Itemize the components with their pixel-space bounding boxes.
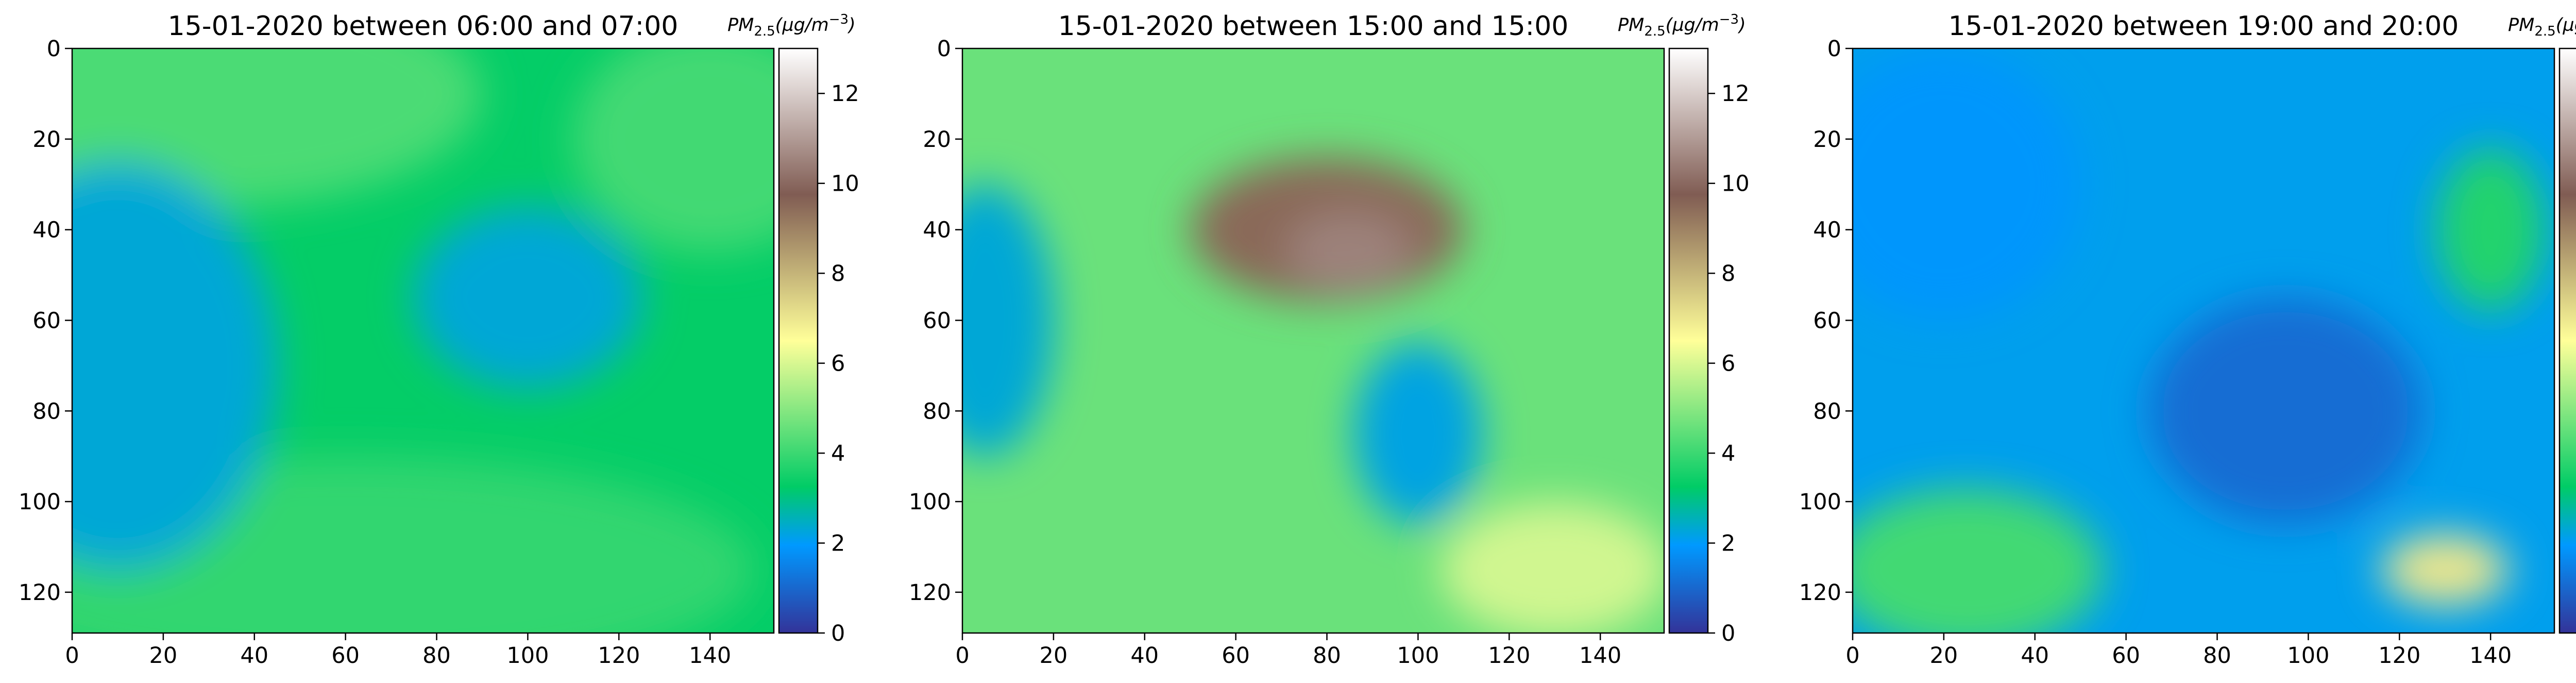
colorbar-label: PM2.5(µg/m−3) <box>2508 12 2576 39</box>
colorbar-tick-label: 10 <box>1721 171 1750 197</box>
x-tick-label: 100 <box>506 643 549 669</box>
y-tick-label: 60 <box>32 308 61 334</box>
colorbar-frame <box>778 47 819 634</box>
colorbar-frame <box>1668 47 1709 634</box>
y-tick-label: 80 <box>923 398 951 424</box>
colorbar <box>779 48 818 633</box>
y-tick-label: 40 <box>1813 218 1841 243</box>
heatmap-region <box>2436 148 2546 311</box>
colorbar <box>1669 48 1708 633</box>
heatmap-region <box>962 184 1054 457</box>
heatmap-region <box>1440 502 1664 633</box>
x-tick-label: 80 <box>422 643 451 669</box>
x-tick-label: 0 <box>955 643 969 669</box>
y-tick-label: 0 <box>47 36 61 62</box>
colorbar-tick-label: 12 <box>1721 81 1750 107</box>
heatmap-region <box>414 207 642 389</box>
x-tick-label: 20 <box>1930 643 1958 669</box>
y-tick-label: 0 <box>1827 36 1841 62</box>
plot-frame <box>71 47 775 634</box>
heatmap-region <box>1285 211 1414 293</box>
x-tick-label: 40 <box>1130 643 1159 669</box>
colorbar-frame <box>2558 47 2576 634</box>
x-tick-label: 100 <box>1397 643 1439 669</box>
heatmap-region <box>1853 48 2081 321</box>
x-tick-label: 20 <box>149 643 178 669</box>
x-tick-label: 0 <box>65 643 79 669</box>
x-tick-label: 60 <box>1222 643 1250 669</box>
x-tick-label: 40 <box>2021 643 2049 669</box>
y-tick-label: 100 <box>909 489 951 515</box>
y-tick-label: 40 <box>32 218 61 243</box>
heatmap-region <box>1853 488 2104 633</box>
x-tick-label: 0 <box>1845 643 1859 669</box>
y-tick-label: 80 <box>32 398 61 424</box>
x-tick-label: 80 <box>1313 643 1341 669</box>
y-tick-label: 40 <box>923 218 951 243</box>
x-tick-label: 100 <box>2287 643 2329 669</box>
heatmap-region <box>573 48 774 253</box>
y-tick-label: 120 <box>1799 580 1841 606</box>
colorbar-tick-label: 8 <box>1721 261 1735 287</box>
x-tick-label: 140 <box>2469 643 2512 669</box>
chart-title: 15-01-2020 between 15:00 and 15:00 <box>1058 11 1569 42</box>
y-tick-label: 100 <box>1799 489 1841 515</box>
colorbar-tick-label: 2 <box>1721 531 1735 557</box>
x-tick-label: 20 <box>1040 643 1068 669</box>
heatmap-region <box>1354 343 1482 525</box>
x-tick-label: 120 <box>598 643 640 669</box>
colorbar-tick-label: 4 <box>1721 441 1735 467</box>
y-tick-label: 20 <box>1813 127 1841 153</box>
x-tick-label: 40 <box>240 643 268 669</box>
colorbar-label: PM2.5(µg/m−3) <box>1618 12 1746 39</box>
plot-frame <box>961 47 1665 634</box>
heatmap-region <box>2148 297 2422 525</box>
colorbar-label: PM2.5(µg/m−3) <box>727 12 856 39</box>
y-tick-label: 0 <box>937 36 951 62</box>
heatmap-region <box>72 48 482 207</box>
x-tick-label: 140 <box>689 643 731 669</box>
x-tick-label: 80 <box>2203 643 2231 669</box>
colorbar-tick-label: 6 <box>831 351 845 377</box>
colorbar <box>2560 48 2576 633</box>
colorbar-tick-label: 6 <box>1721 351 1735 377</box>
plot-frame <box>1852 47 2555 634</box>
colorbar-tick-label: 0 <box>1721 621 1735 646</box>
colorbar-tick-label: 10 <box>831 171 859 197</box>
x-tick-label: 140 <box>1579 643 1621 669</box>
y-tick-label: 60 <box>1813 308 1841 334</box>
y-tick-label: 20 <box>32 127 61 153</box>
heatmap-region <box>2381 533 2509 606</box>
heatmap-region <box>72 161 277 570</box>
colorbar-tick-label: 2 <box>831 531 845 557</box>
chart-title: 15-01-2020 between 19:00 and 20:00 <box>1948 11 2459 42</box>
x-tick-label: 120 <box>1488 643 1530 669</box>
x-tick-label: 120 <box>2378 643 2420 669</box>
colorbar-tick-label: 4 <box>831 441 845 467</box>
x-tick-label: 60 <box>331 643 360 669</box>
heatmap-region <box>72 456 756 633</box>
y-tick-label: 120 <box>909 580 951 606</box>
colorbar-tick-label: 8 <box>831 261 845 287</box>
heatmap-image-2 <box>962 48 1664 633</box>
y-tick-label: 120 <box>19 580 61 606</box>
chart-title: 15-01-2020 between 06:00 and 07:00 <box>168 11 679 42</box>
heatmap-image-1 <box>72 48 774 633</box>
colorbar-tick-label: 0 <box>831 621 845 646</box>
colorbar-tick-label: 12 <box>831 81 859 107</box>
heatmap-image-3 <box>1853 48 2554 633</box>
y-tick-label: 80 <box>1813 398 1841 424</box>
y-tick-label: 20 <box>923 127 951 153</box>
y-tick-label: 60 <box>923 308 951 334</box>
y-tick-label: 100 <box>19 489 61 515</box>
x-tick-label: 60 <box>2112 643 2140 669</box>
